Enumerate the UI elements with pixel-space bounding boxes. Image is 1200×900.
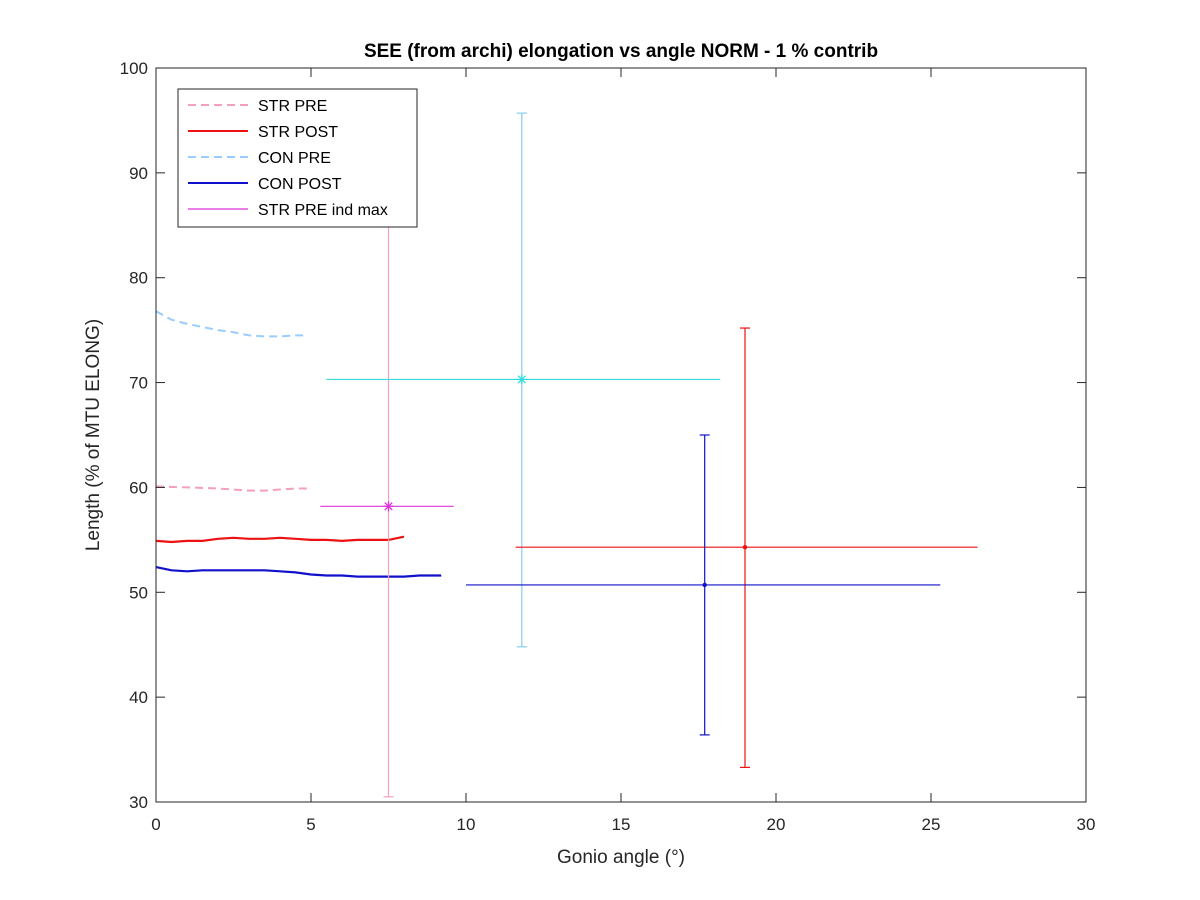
error-point <box>320 223 454 798</box>
y-tick-label: 90 <box>129 164 148 183</box>
x-tick-label: 0 <box>151 815 160 834</box>
y-axis-label: Length (% of MTU ELONG) <box>83 319 104 551</box>
legend-label: STR PRE <box>258 98 327 115</box>
dot-marker <box>702 582 707 588</box>
error-point <box>515 327 978 768</box>
series-line-con-pre <box>155 310 305 338</box>
legend: STR PRE STR POST CON PRE CON POST STR PRE in… <box>177 88 418 228</box>
y-tick-label: 60 <box>129 478 148 497</box>
series-line-con-post <box>155 566 442 578</box>
x-tick-label: 25 <box>922 815 941 834</box>
x-tick-label: 20 <box>767 815 786 834</box>
legend-label: STR POST <box>258 124 338 141</box>
series-line-str-post <box>155 535 405 544</box>
x-tick-label: 10 <box>457 815 476 834</box>
star-marker <box>517 375 527 384</box>
axes: 0 5 10 15 20 25 30 30 40 50 60 70 80 90 100 <box>120 59 1096 834</box>
legend-label: CON POST <box>258 176 342 193</box>
y-tick-label: 100 <box>120 59 148 78</box>
x-tick-label: 15 <box>612 815 631 834</box>
legend-label: STR PRE ind max <box>258 202 388 219</box>
y-tick-label: 80 <box>129 269 148 288</box>
series-line-str-pre <box>155 485 311 492</box>
y-tick-label: 40 <box>129 688 148 707</box>
x-tick-label: 30 <box>1077 815 1096 834</box>
y-tick-label: 50 <box>129 583 148 602</box>
star-marker <box>384 502 393 511</box>
y-tick-label: 70 <box>129 374 148 393</box>
legend-label: CON PRE <box>258 150 331 167</box>
error-point <box>326 112 721 648</box>
plot-area <box>155 112 978 798</box>
dot-marker <box>742 544 748 550</box>
y-tick-label: 30 <box>129 793 148 812</box>
x-axis-label: Gonio angle (°) <box>557 847 685 868</box>
chart-title: SEE (from archi) elongation vs angle NOR… <box>364 41 878 62</box>
x-tick-label: 5 <box>306 815 315 834</box>
error-point <box>466 434 941 736</box>
